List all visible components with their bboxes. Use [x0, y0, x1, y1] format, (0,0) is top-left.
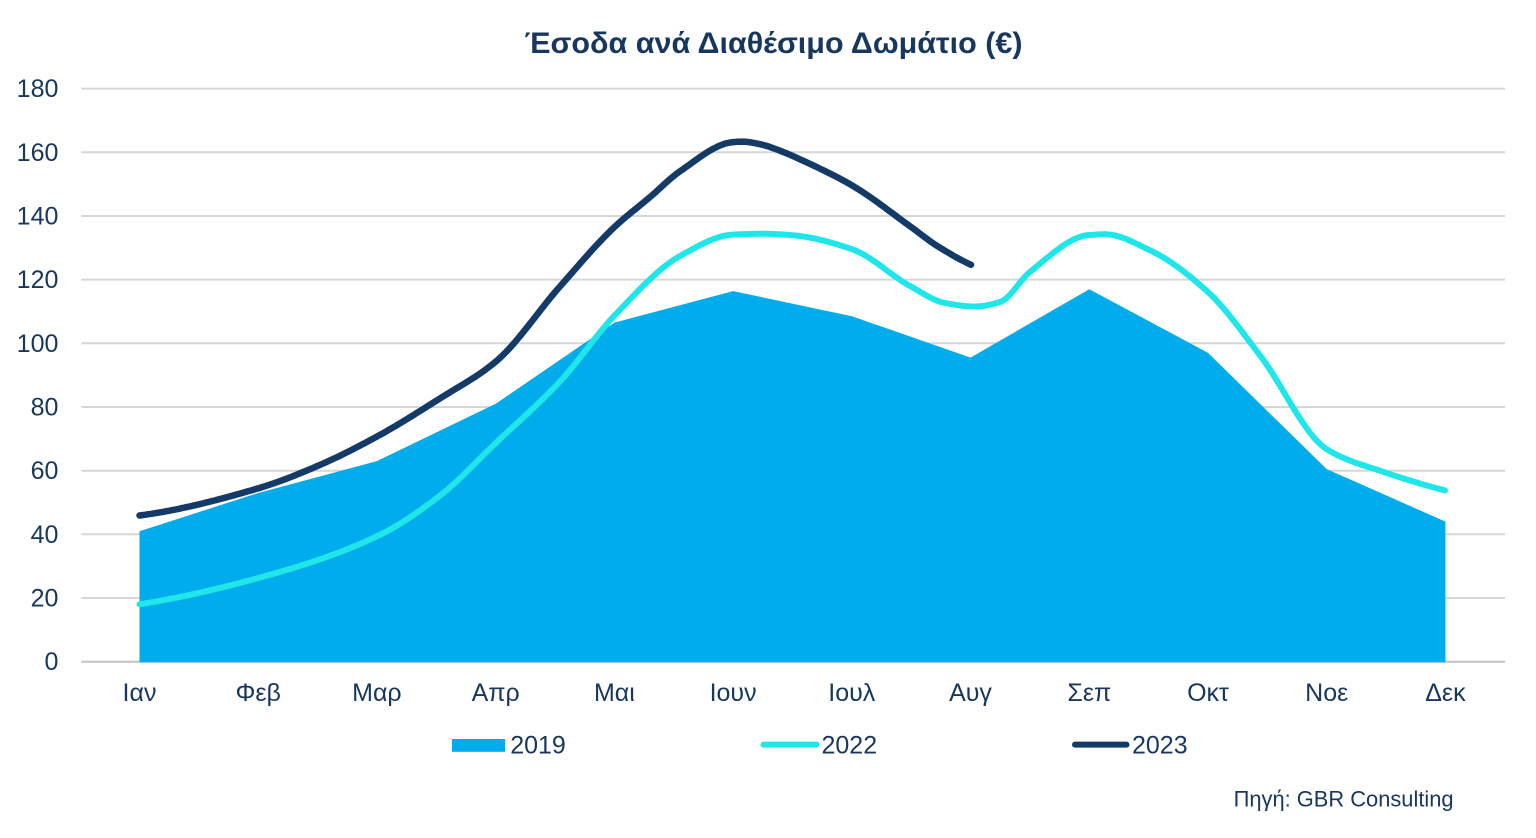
svg-text:2022: 2022	[822, 732, 878, 760]
svg-text:80: 80	[31, 394, 59, 422]
svg-text:Νοε: Νοε	[1305, 679, 1348, 707]
svg-text:Φεβ: Φεβ	[235, 679, 280, 707]
svg-text:20: 20	[31, 585, 59, 613]
svg-text:0: 0	[44, 648, 58, 676]
svg-text:Ιουν: Ιουν	[710, 679, 757, 707]
svg-text:40: 40	[31, 521, 59, 549]
svg-text:Μαρ: Μαρ	[352, 679, 402, 707]
svg-text:Απρ: Απρ	[472, 679, 520, 707]
svg-text:60: 60	[31, 457, 59, 485]
svg-text:140: 140	[17, 203, 59, 231]
svg-text:Αυγ: Αυγ	[949, 679, 992, 707]
svg-text:Δεκ: Δεκ	[1425, 679, 1466, 707]
svg-text:Πηγή: GBR Consulting: Πηγή: GBR Consulting	[1234, 787, 1454, 812]
svg-text:Ιαν: Ιαν	[123, 679, 157, 707]
svg-text:Οκτ: Οκτ	[1187, 679, 1229, 707]
svg-text:180: 180	[17, 75, 59, 103]
svg-text:Μαι: Μαι	[594, 679, 635, 707]
svg-text:Ιουλ: Ιουλ	[828, 679, 876, 707]
svg-text:2023: 2023	[1132, 732, 1188, 760]
svg-text:100: 100	[17, 330, 59, 358]
svg-text:2019: 2019	[510, 732, 566, 760]
svg-text:120: 120	[17, 266, 59, 294]
svg-text:Έσοδα ανά Διαθέσιμο Δωμάτιο (€: Έσοδα ανά Διαθέσιμο Δωμάτιο (€)	[525, 27, 1023, 60]
svg-text:160: 160	[17, 139, 59, 167]
svg-text:Σεπ: Σεπ	[1067, 679, 1111, 707]
